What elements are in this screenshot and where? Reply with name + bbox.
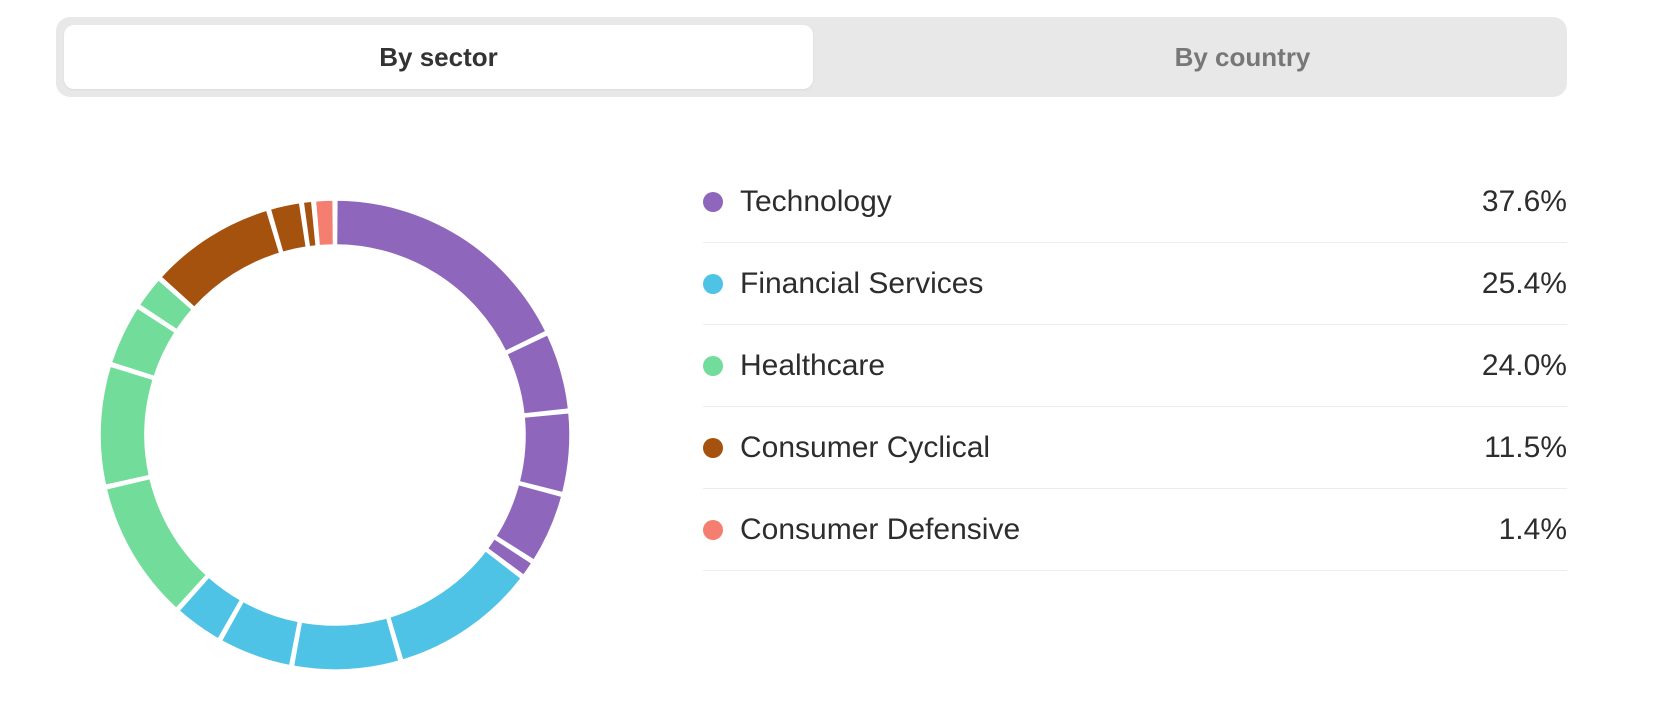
legend: Technology 37.6% Financial Services 25.4% He… [703, 161, 1567, 571]
donut-segment-healthcare-11[interactable] [110, 307, 176, 378]
legend-dot [703, 355, 723, 376]
donut-segment-healthcare-12[interactable] [138, 279, 194, 331]
legend-item-healthcare: Healthcare 24.0% [703, 325, 1567, 407]
legend-item-financial-services: Financial Services 25.4% [703, 243, 1567, 325]
tab-by-sector[interactable]: By sector [64, 25, 813, 89]
donut-segment-technology-1[interactable] [506, 334, 570, 415]
donut-segment-technology-4[interactable] [486, 537, 533, 577]
donut-segment-technology-3[interactable] [495, 483, 563, 561]
legend-item-technology: Technology 37.6% [703, 161, 1567, 243]
donut-segment-technology-2[interactable] [518, 411, 571, 494]
legend-label: Technology [740, 184, 892, 218]
donut-segment-consumer-defensive-16[interactable] [314, 199, 335, 247]
donut-chart [99, 199, 571, 671]
legend-item-consumer-cyclical: Consumer Cyclical 11.5% [703, 407, 1567, 489]
donut-segment-consumer-cyclical-15[interactable] [302, 200, 317, 248]
legend-value: 11.5% [1484, 430, 1567, 464]
segmented-control: By sector By country [56, 17, 1567, 97]
legend-value: 1.4% [1498, 512, 1567, 546]
legend-dot [703, 437, 723, 458]
donut-segment-consumer-cyclical-13[interactable] [160, 209, 281, 309]
donut-segment-financial-services-7[interactable] [220, 600, 300, 667]
donut-segment-financial-services-5[interactable] [388, 550, 523, 661]
donut-segment-financial-services-8[interactable] [178, 576, 242, 640]
legend-label: Consumer Cyclical [740, 430, 991, 464]
legend-label: Financial Services [740, 266, 984, 300]
legend-dot [703, 519, 723, 540]
legend-label: Healthcare [740, 348, 886, 382]
donut-segment-financial-services-6[interactable] [292, 617, 400, 671]
legend-dot [703, 273, 723, 294]
legend-value: 25.4% [1481, 266, 1567, 300]
donut-segment-healthcare-10[interactable] [99, 365, 155, 487]
legend-item-consumer-defensive: Consumer Defensive 1.4% [703, 489, 1567, 571]
legend-value: 24.0% [1481, 348, 1567, 382]
legend-label: Consumer Defensive [740, 512, 1021, 546]
donut-segment-consumer-cyclical-14[interactable] [269, 201, 308, 254]
legend-dot [703, 191, 723, 212]
donut-segment-technology-0[interactable] [335, 199, 547, 353]
donut-segment-healthcare-9[interactable] [105, 477, 208, 609]
legend-value: 37.6% [1481, 184, 1567, 218]
tab-by-country[interactable]: By country [1174, 41, 1311, 72]
